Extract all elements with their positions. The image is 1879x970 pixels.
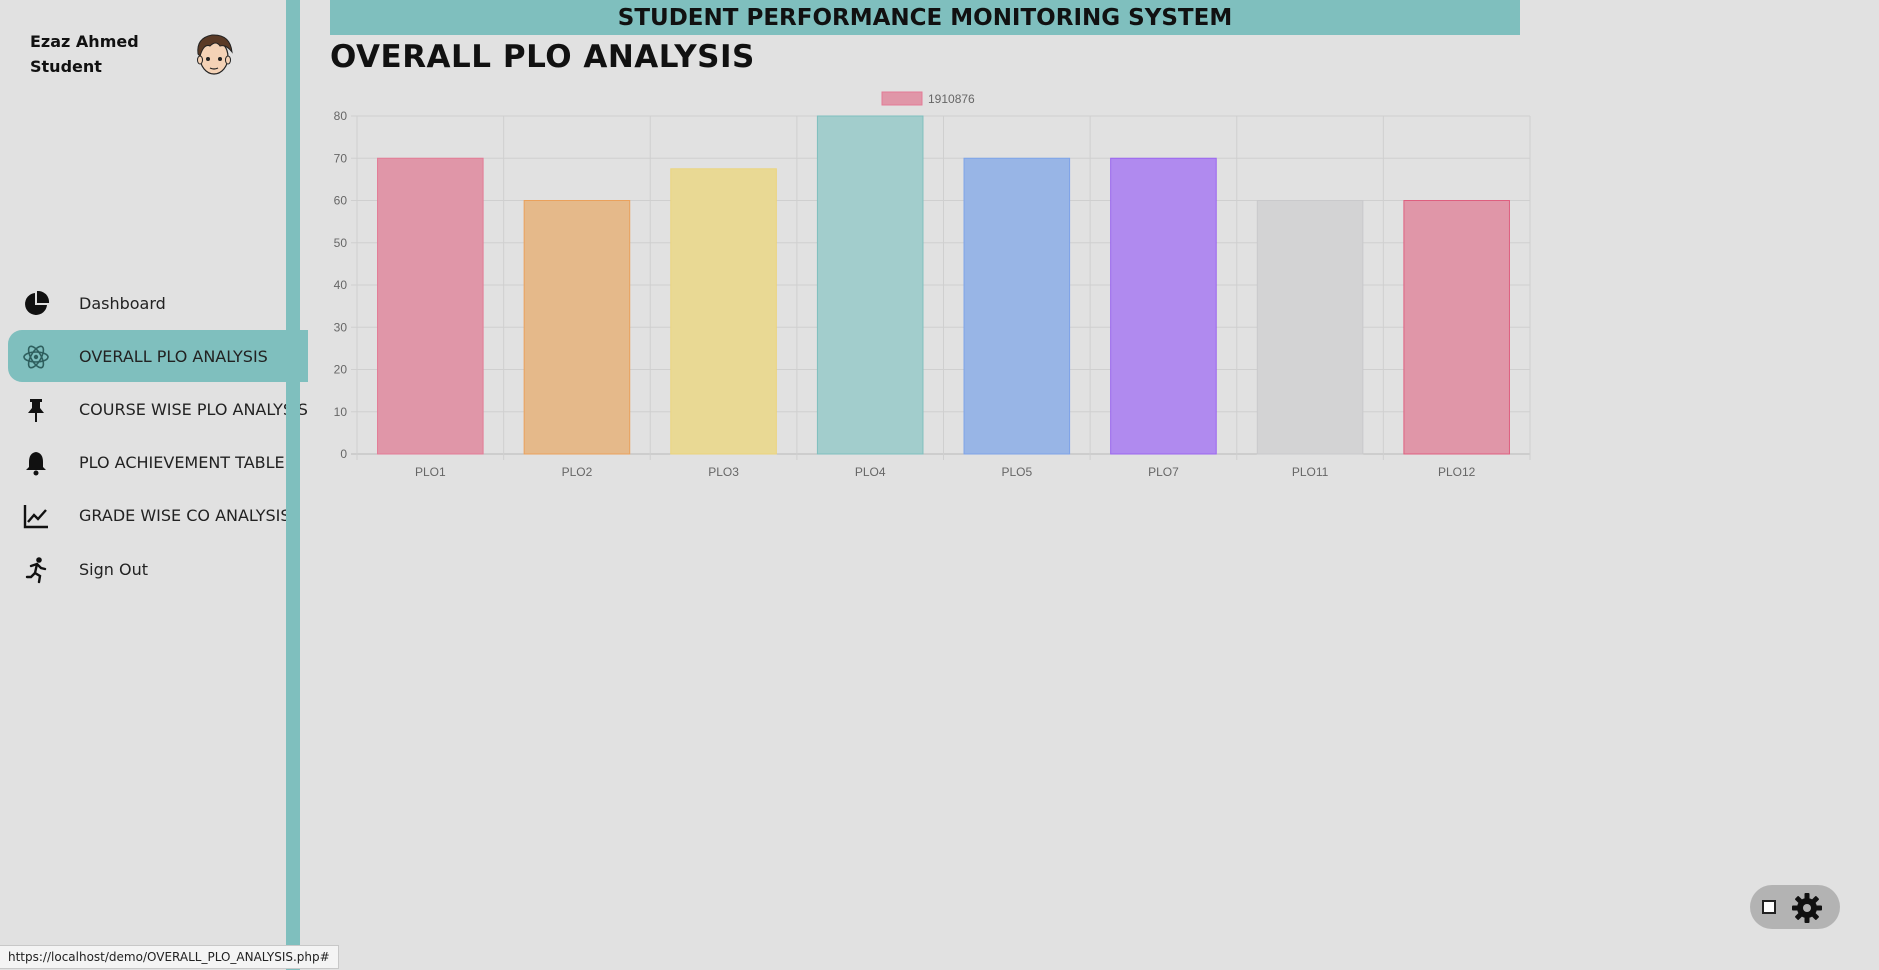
bar-plo2 [523, 200, 631, 455]
y-tick-label: 80 [334, 109, 348, 123]
sidebar-item-label: PLO ACHIEVEMENT TABLE [79, 452, 285, 472]
x-tick-label: PLO3 [708, 465, 739, 479]
chart-canvas: 1910876 0 10 20 30 40 50 60 70 80 PLO1 PLO2 PLO3 PLO4… [334, 91, 1531, 479]
bell-icon [26, 452, 46, 476]
y-tick-label: 50 [334, 236, 348, 250]
bar-plo3 [670, 168, 777, 455]
bar-plo1 [377, 157, 484, 455]
sidebar-item-label: GRADE WISE CO ANALYSIS [79, 505, 291, 525]
pie-chart-icon [25, 290, 50, 315]
x-tick-label: PLO5 [1001, 465, 1032, 479]
sidebar-item-label: OVERALL PLO ANALYSIS [79, 346, 268, 366]
x-tick-label: PLO1 [415, 465, 446, 479]
line-chart-icon [23, 505, 48, 529]
sidebar-item-grade-wise-co-analysis[interactable]: GRADE WISE CO ANALYSIS [8, 489, 300, 541]
sidebar-item-sign-out[interactable]: Sign Out [8, 543, 300, 595]
x-tick-label: PLO12 [1438, 465, 1476, 479]
y-tick-label: 10 [334, 405, 348, 419]
bar-plo4 [816, 115, 924, 455]
sidebar: Ezaz Ahmed Student Dashboard OVERALL PLO… [0, 0, 308, 970]
y-tick-label: 60 [334, 194, 348, 208]
y-tick-label: 70 [334, 151, 348, 165]
sidebar-item-label: Dashboard [79, 293, 166, 313]
y-tick-label: 30 [334, 320, 348, 334]
settings-widget[interactable] [1750, 885, 1840, 929]
x-tick-label: PLO4 [855, 465, 886, 479]
user-name: Ezaz Ahmed [30, 32, 139, 51]
bar-plo12 [1403, 200, 1510, 455]
header-bar: STUDENT PERFORMANCE MONITORING SYSTEM [330, 0, 1520, 35]
sidebar-item-plo-achievement-table[interactable]: PLO ACHIEVEMENT TABLE [8, 436, 300, 488]
legend-label: 1910876 [928, 92, 975, 106]
sidebar-item-course-wise-plo-analysis[interactable]: COURSE WISE PLO ANALYSIS [8, 383, 308, 435]
status-url: https://localhost/demo/OVERALL_PLO_ANALY… [0, 945, 339, 969]
y-tick-label: 20 [334, 363, 348, 377]
bar-plo7 [1110, 157, 1217, 455]
sidebar-item-label: COURSE WISE PLO ANALYSIS [79, 399, 308, 419]
x-tick-label: PLO2 [562, 465, 593, 479]
x-tick-label: PLO7 [1148, 465, 1179, 479]
running-person-icon [25, 557, 47, 584]
gear-icon[interactable] [1790, 891, 1824, 925]
pin-icon [28, 399, 44, 422]
y-tick-label: 40 [334, 278, 348, 292]
sidebar-item-overall-plo-analysis[interactable]: OVERALL PLO ANALYSIS [8, 330, 308, 382]
bar-plo11 [1256, 200, 1364, 455]
x-tick-label: PLO11 [1292, 465, 1329, 479]
app-title: STUDENT PERFORMANCE MONITORING SYSTEM [617, 4, 1233, 31]
user-role: Student [30, 57, 102, 76]
legend-swatch [881, 91, 923, 106]
toggle-checkbox[interactable] [1762, 900, 1776, 914]
sidebar-item-label: Sign Out [79, 559, 148, 579]
page-title: OVERALL PLO ANALYSIS [330, 39, 755, 75]
bar-plo5 [963, 157, 1071, 455]
atom-icon [23, 345, 49, 369]
y-tick-label: 0 [340, 447, 347, 461]
sidebar-item-dashboard[interactable]: Dashboard [8, 277, 300, 329]
avatar-boy-icon[interactable] [192, 32, 236, 78]
plo-bar-chart: 1910876 0 10 20 30 40 50 60 70 80 PLO1 PLO2 PLO3 PLO4… [320, 84, 1540, 494]
